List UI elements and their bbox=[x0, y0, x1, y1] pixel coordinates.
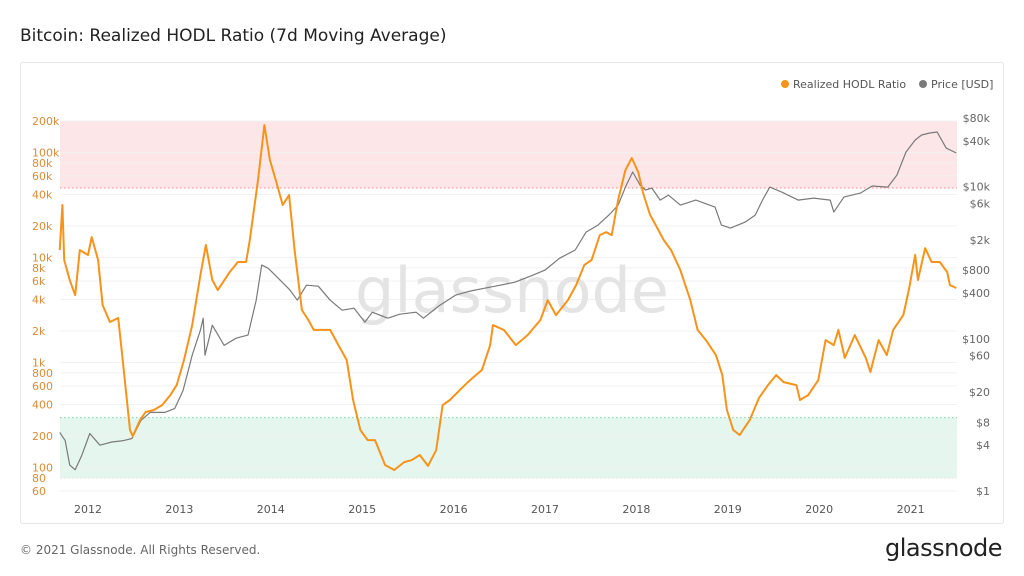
series-lines bbox=[58, 124, 957, 471]
legend-label: Price [USD] bbox=[931, 78, 993, 91]
y-right-tick-label: $20 bbox=[969, 386, 990, 399]
y-left-tick-label: 600 bbox=[32, 380, 53, 393]
brand-logo: glassnode bbox=[884, 534, 1003, 562]
y-left-tick-label: 60k bbox=[32, 170, 53, 183]
y-right-tick-label: $400 bbox=[962, 287, 990, 300]
y-left-tick-label: 40k bbox=[32, 188, 53, 201]
y-right-tick-label: $80k bbox=[963, 112, 991, 125]
watermark: glassnode bbox=[355, 254, 669, 327]
series-line-price-usd- bbox=[59, 131, 957, 471]
y-right-tick-label: $10k bbox=[963, 181, 991, 194]
y-right-tick-label: $8 bbox=[976, 416, 990, 429]
legend-marker bbox=[919, 80, 927, 88]
x-tick-label: 2016 bbox=[440, 503, 468, 516]
x-tick-label: 2012 bbox=[74, 503, 102, 516]
x-tick-label: 2015 bbox=[348, 503, 376, 516]
series-line-realized-hodl-ratio bbox=[58, 124, 957, 471]
band-lower bbox=[60, 417, 957, 478]
y-left-tick-label: 20k bbox=[32, 220, 53, 233]
legend-label: Realized HODL Ratio bbox=[793, 78, 906, 91]
y-right-tick-label: $40k bbox=[963, 135, 991, 148]
x-tick-label: 2021 bbox=[897, 503, 925, 516]
copyright: © 2021 Glassnode. All Rights Reserved. bbox=[20, 543, 261, 557]
y-left-tick-label: 60 bbox=[32, 485, 46, 498]
chart-card bbox=[20, 62, 1004, 524]
y-left-tick-label: 6k bbox=[32, 275, 46, 288]
y-right-tick-label: $800 bbox=[962, 264, 990, 277]
band-upper bbox=[60, 121, 957, 189]
y-left-tick-label: 2k bbox=[32, 325, 46, 338]
y-right-tick-label: $60 bbox=[969, 350, 990, 363]
y-right-tick-label: $100 bbox=[962, 333, 990, 346]
y-left-tick-label: 800 bbox=[32, 367, 53, 380]
y-left-tick-label: 100k bbox=[32, 147, 60, 160]
x-tick-label: 2017 bbox=[531, 503, 559, 516]
y-left-tick-label: 80k bbox=[32, 157, 53, 170]
y-left-tick-label: 200k bbox=[32, 115, 60, 128]
legend: Realized HODL Ratio Price [USD] bbox=[781, 78, 993, 91]
gridlines bbox=[60, 120, 957, 492]
y-right-tick-label: $6k bbox=[970, 198, 991, 211]
y-right-tick-label: $1 bbox=[976, 485, 990, 498]
x-tick-label: 2020 bbox=[805, 503, 833, 516]
x-tick-label: 2019 bbox=[714, 503, 742, 516]
y-left-tick-label: 400 bbox=[32, 398, 53, 411]
y-left-tick-label: 8k bbox=[32, 262, 46, 275]
page-title: Bitcoin: Realized HODL Ratio (7d Moving … bbox=[20, 26, 447, 46]
y-left-tick-label: 4k bbox=[32, 293, 46, 306]
y-right-tick-label: $2k bbox=[970, 234, 991, 247]
y-left-tick-label: 10k bbox=[32, 252, 53, 265]
y-left-tick-label: 100 bbox=[32, 462, 53, 475]
y-left-tick-label: 1k bbox=[32, 357, 46, 370]
x-tick-label: 2013 bbox=[165, 503, 193, 516]
y-left-tick-label: 200 bbox=[32, 430, 53, 443]
x-tick-label: 2018 bbox=[622, 503, 650, 516]
legend-marker bbox=[781, 80, 789, 88]
x-tick-label: 2014 bbox=[257, 503, 285, 516]
y-left-tick-label: 80 bbox=[32, 472, 46, 485]
y-right-tick-label: $4 bbox=[976, 439, 990, 452]
